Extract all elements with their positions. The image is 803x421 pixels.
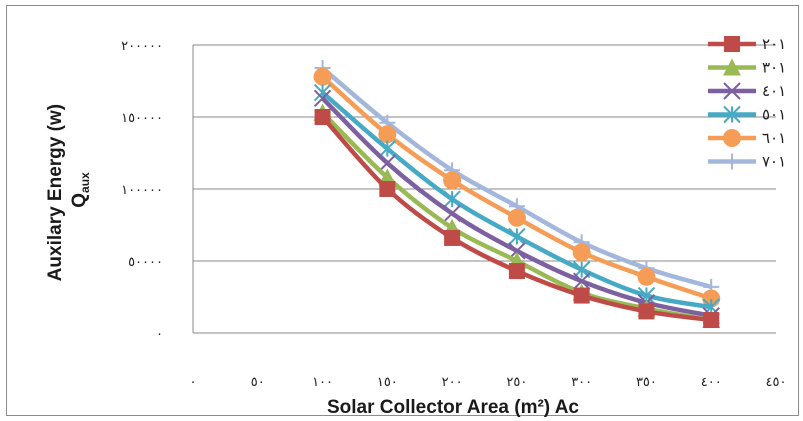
marker-circle <box>572 243 591 262</box>
y-tick-label: ١٠٠٠٠٠ <box>121 183 163 198</box>
series-asterisk <box>313 83 720 316</box>
x-tick-label: ٤٠٠ <box>701 375 722 390</box>
marker-circle <box>637 267 656 286</box>
legend: ٢٠١ ٣٠١ ٤٠١ ٥٠١ ٦٠١ ٧٠١ <box>708 35 786 171</box>
marker-plus <box>724 153 740 170</box>
legend-label: ٦٠١ <box>762 129 786 147</box>
marker-x <box>378 154 397 172</box>
marker-circle <box>378 125 397 144</box>
marker-square <box>638 303 655 320</box>
legend-item: ٦٠١ <box>708 129 786 147</box>
marker-asterisk <box>508 227 526 246</box>
legend-item: ٣٠١ <box>708 58 786 77</box>
y-tick-label: ٥٠٠٠٠ <box>128 255 163 270</box>
marker-asterisk <box>723 105 741 124</box>
marker-circle <box>507 208 526 227</box>
marker-triangle <box>723 58 741 76</box>
marker-square <box>508 263 525 280</box>
x-tick-label: ٣٠٠ <box>571 375 592 390</box>
y-tick-label: ٢٠٠٠٠٠ <box>121 39 163 54</box>
marker-square <box>703 312 720 329</box>
legend-label: ٢٠١ <box>762 35 786 53</box>
legend-item: ٧٠١ <box>708 153 786 171</box>
marker-circle <box>723 129 741 147</box>
marker-square <box>444 229 461 246</box>
marker-square <box>314 109 331 125</box>
y-axis-title-line-2: Qaux <box>69 172 92 208</box>
x-tick-label: ٣٥٠ <box>636 375 657 390</box>
axes <box>192 45 776 334</box>
marker-x <box>443 204 461 223</box>
legend-label: ٤٠١ <box>762 82 786 100</box>
marker-circle <box>313 67 332 86</box>
gridlines <box>193 44 776 262</box>
svg-text:Auxilary Energy (w) Qau: Auxilary Energy (w) Qaux <box>45 99 92 282</box>
y-axis-title: Auxilary Energy (w) Qaux <box>45 99 92 282</box>
y-tick-label: ١٥٠٠٠٠ <box>121 111 163 126</box>
marker-circle <box>443 171 462 190</box>
x-axis-title: Solar Collector Area (m²) Ac <box>327 397 579 418</box>
marker-x <box>313 89 332 107</box>
marker-x <box>723 82 741 100</box>
y-tick-labels: ٠ ٥٠٠٠٠ ١٠٠٠٠٠ ١٥٠٠٠٠ ٢٠٠٠٠٠ <box>121 39 163 342</box>
x-tick-label: ٢٥٠ <box>506 375 527 390</box>
marker-x <box>572 272 591 290</box>
marker-asterisk <box>378 139 397 158</box>
legend-label: ٧٠١ <box>762 153 786 171</box>
marker-square <box>573 287 590 304</box>
legend-item: ٤٠١ <box>708 82 786 100</box>
x-tick-label: ٠ <box>190 375 197 390</box>
series-square <box>314 109 720 329</box>
y-tick-label: ٠ <box>156 327 163 342</box>
series-lines <box>313 60 721 329</box>
marker-asterisk <box>443 190 461 208</box>
marker-square <box>724 36 740 52</box>
x-tick-label: ٢٠٠ <box>442 375 463 390</box>
x-tick-label: ٥٠ <box>251 375 265 390</box>
x-tick-label: ١٥٠ <box>377 375 398 390</box>
x-tick-label: ١٠٠ <box>312 375 333 390</box>
legend-label: ٣٠١ <box>762 59 786 77</box>
legend-item: ٥٠١ <box>708 106 786 124</box>
legend-item: ٢٠١ <box>708 35 786 53</box>
y-axis-title-line-1: Auxilary Energy (w) <box>45 104 66 281</box>
x-tick-label: ٤٥٠ <box>766 375 787 390</box>
x-tick-labels: ٠ ٥٠ ١٠٠ ١٥٠ ٢٠٠ ٢٥٠ ٣٠٠ ٣٥٠ ٤٠٠ ٤٥٠ <box>190 375 787 390</box>
chart-frame <box>6 5 799 416</box>
marker-square <box>379 181 396 197</box>
legend-label: ٥٠١ <box>762 106 786 124</box>
